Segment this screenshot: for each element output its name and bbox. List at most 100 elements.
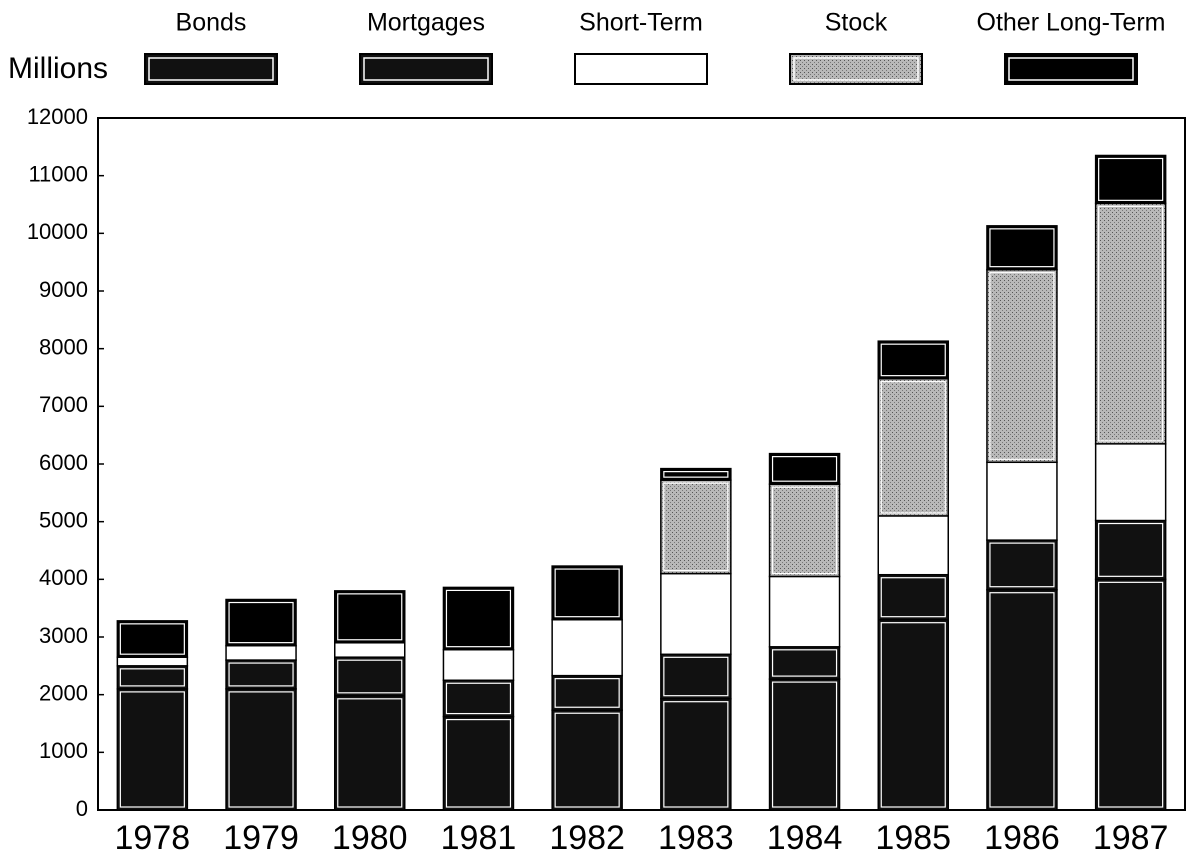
bar-segment: [986, 539, 1058, 591]
bar-segment: [986, 588, 1058, 811]
y-tick-label: 12000: [27, 104, 88, 129]
bar-segment: [660, 697, 732, 811]
legend-swatch-inset: [1008, 57, 1134, 81]
segment-inset: [337, 698, 403, 808]
segment-inset: [1098, 522, 1164, 577]
bar-segment: [225, 598, 297, 647]
segment-inset: [554, 678, 620, 708]
bar-segment: [768, 483, 841, 578]
bar-segment: [442, 648, 515, 681]
legend-label: Other Long-Term: [977, 9, 1166, 37]
segment-inset: [337, 593, 403, 641]
legend-label: Bonds: [176, 9, 247, 37]
segment-inset: [445, 682, 512, 715]
bar-segment: [116, 656, 189, 667]
segment-inset: [880, 343, 946, 377]
segment-inset: [989, 272, 1055, 460]
y-tick-label: 10000: [27, 219, 88, 244]
y-tick-label: 7000: [39, 392, 88, 417]
bar-segment: [551, 565, 623, 621]
y-tick-label: 5000: [39, 507, 88, 532]
bar-segment: [225, 688, 297, 811]
segment-inset: [663, 482, 729, 572]
legend-swatch: [1004, 53, 1138, 85]
segment-inset: [554, 568, 620, 618]
bar-segment: [551, 709, 623, 811]
x-tick-label: 1986: [984, 819, 1060, 857]
x-tick-label: 1980: [332, 819, 408, 857]
bar-segment: [986, 268, 1058, 464]
x-tick-label: 1985: [875, 819, 951, 857]
bar-segment: [442, 679, 515, 718]
x-tick-label: 1982: [549, 819, 625, 857]
bar-segment: [986, 461, 1058, 541]
segment-inset: [880, 622, 946, 808]
segment-inset: [1098, 581, 1164, 808]
segment-inset: [1098, 205, 1164, 442]
y-tick-label: 3000: [39, 623, 88, 648]
segment-inset: [989, 542, 1055, 588]
bar-segment: [768, 678, 841, 811]
segment-inset: [880, 381, 946, 514]
y-tick-label: 4000: [39, 565, 88, 590]
segment-inset: [119, 668, 185, 687]
bar-segment: [986, 225, 1058, 271]
legend-swatch-inset: [363, 57, 489, 81]
segment-inset: [119, 623, 185, 655]
segment-inset: [771, 456, 838, 482]
y-tick-label: 11000: [28, 161, 88, 186]
legend-label: Mortgages: [367, 9, 485, 37]
bar-segment: [442, 586, 515, 651]
bar-segment: [660, 572, 732, 656]
legend-swatch: [789, 53, 923, 85]
segment-inset: [771, 681, 838, 808]
segment-inset: [228, 691, 294, 808]
bar-segment: [877, 377, 949, 517]
segment-inset: [989, 228, 1055, 268]
segment-inset: [771, 486, 838, 575]
legend-swatch-inset: [793, 57, 919, 81]
segment-inset: [663, 701, 729, 808]
bar-segment: [442, 715, 515, 811]
legend-swatch: [574, 53, 708, 85]
bar-segment: [116, 620, 189, 658]
y-axis-label: Millions: [8, 52, 108, 85]
bar-segment: [225, 659, 297, 690]
legend-swatch: [359, 53, 493, 85]
y-tick-label: 9000: [39, 277, 88, 302]
x-tick-label: 1979: [223, 819, 299, 857]
bar-segment: [768, 646, 841, 680]
x-tick-label: 1978: [115, 819, 191, 857]
segment-inset: [119, 691, 185, 808]
bar-segment: [660, 479, 732, 575]
segment-inset: [1098, 157, 1164, 201]
bar-segment: [660, 467, 732, 481]
segment-inset: [228, 662, 294, 687]
bar-segment: [877, 340, 949, 380]
bar-segment: [1094, 202, 1167, 445]
segment-inset: [554, 712, 620, 808]
bar-segment: [334, 695, 406, 811]
y-tick-label: 0: [76, 796, 88, 821]
x-tick-label: 1987: [1093, 819, 1169, 857]
bar-segment: [551, 618, 623, 677]
bar-segment: [1094, 578, 1167, 811]
bar-segment: [225, 644, 297, 661]
legend-label: Stock: [825, 9, 888, 37]
bar-segment: [334, 642, 406, 658]
y-tick-label: 1000: [39, 738, 88, 763]
bar-segment: [116, 688, 189, 811]
bar-segment: [1094, 154, 1167, 205]
bar-segment: [1094, 519, 1167, 581]
legend-swatch: [144, 53, 278, 85]
x-tick-label: 1981: [441, 819, 517, 857]
bar-segment: [877, 515, 949, 576]
bar-segment: [877, 573, 949, 621]
segment-inset: [445, 718, 512, 808]
legend-label: Short-Term: [579, 9, 703, 37]
segment-inset: [228, 601, 294, 644]
bar-segment: [334, 656, 406, 697]
segment-inset: [663, 656, 729, 697]
bar-segment: [660, 653, 732, 700]
